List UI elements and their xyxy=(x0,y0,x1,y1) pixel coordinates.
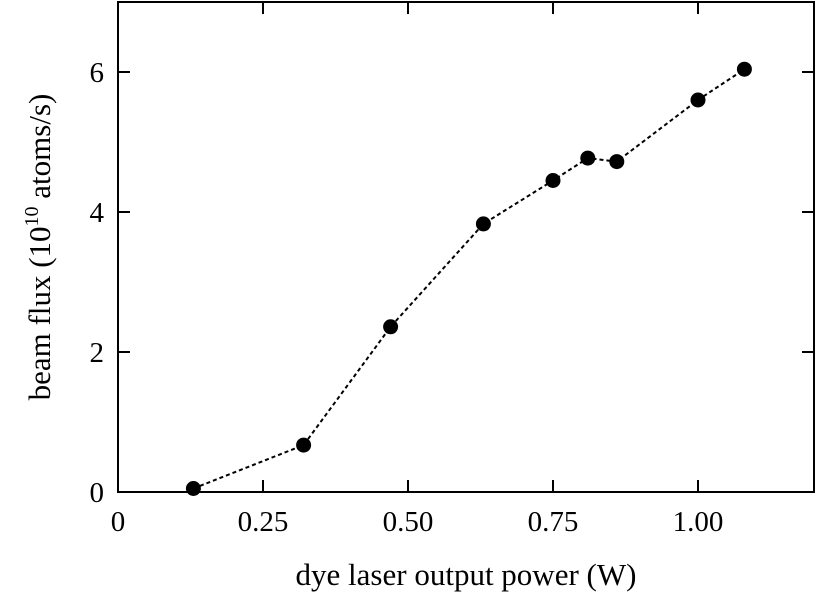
data-point xyxy=(185,481,201,496)
y-axis-ticks: 0 2 4 6 xyxy=(90,57,814,509)
x-tick-label: 1.00 xyxy=(673,506,724,538)
y-axis-title-exponent: 10 xyxy=(21,206,43,226)
x-tick-label: 0 xyxy=(111,506,126,538)
y-tick-label: 2 xyxy=(90,337,105,369)
series-group xyxy=(185,61,752,496)
data-point xyxy=(690,92,706,108)
x-tick-label: 0.50 xyxy=(383,506,434,538)
data-point xyxy=(580,150,596,166)
y-tick-label: 4 xyxy=(90,197,105,229)
data-point xyxy=(609,154,625,170)
data-point xyxy=(383,319,399,335)
data-point xyxy=(296,437,312,453)
x-tick-label: 0.25 xyxy=(238,506,289,538)
y-axis-title: beam flux (1010 atoms/s) xyxy=(21,94,57,401)
y-axis-title-prefix: beam flux (10 xyxy=(22,226,57,400)
y-tick-label: 0 xyxy=(90,477,105,509)
x-tick-label: 0.75 xyxy=(528,506,579,538)
x-axis-title: dye laser output power (W) xyxy=(296,557,637,592)
y-axis-title-suffix: atoms/s) xyxy=(22,94,57,207)
plot-frame xyxy=(117,1,815,493)
data-point xyxy=(545,173,561,188)
series-line xyxy=(193,68,745,490)
x-axis-ticks: 0 0.25 0.50 0.75 1.00 xyxy=(111,2,724,538)
data-point xyxy=(475,216,491,232)
y-tick-label: 6 xyxy=(90,57,105,89)
data-point xyxy=(736,61,752,77)
